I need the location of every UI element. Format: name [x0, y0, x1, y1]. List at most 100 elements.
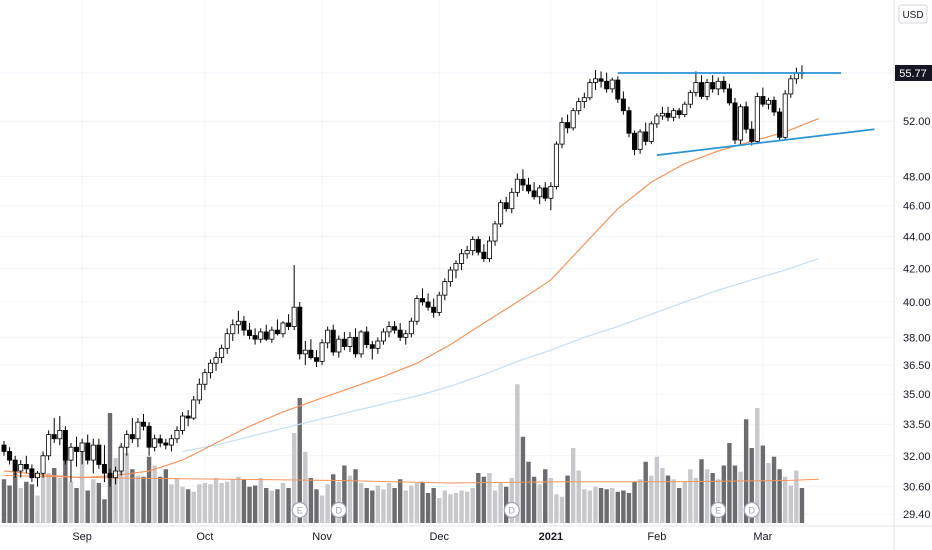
candle-body[interactable]: [542, 187, 548, 199]
candle-body[interactable]: [637, 131, 643, 151]
candle-body[interactable]: [425, 301, 431, 308]
candle-body[interactable]: [576, 101, 582, 112]
candle-body[interactable]: [219, 347, 225, 358]
candle-body[interactable]: [760, 96, 766, 105]
candle-body[interactable]: [726, 88, 732, 104]
candle-body[interactable]: [581, 97, 587, 103]
time-axis[interactable]: Sep Oct Nov Dec 2021 Feb Mar: [72, 531, 772, 543]
candle-body[interactable]: [721, 80, 727, 90]
candle-body[interactable]: [732, 102, 738, 141]
candle-body[interactable]: [107, 472, 113, 479]
candle-body[interactable]: [191, 399, 197, 419]
candle-body[interactable]: [330, 329, 336, 353]
candle-body[interactable]: [704, 82, 710, 97]
candle-body[interactable]: [46, 434, 52, 457]
candlesticks[interactable]: [1, 65, 805, 487]
candle-body[interactable]: [196, 383, 202, 401]
candle-body[interactable]: [286, 322, 292, 327]
candle-body[interactable]: [101, 464, 107, 474]
candle-body[interactable]: [224, 333, 230, 349]
candle-body[interactable]: [464, 250, 470, 255]
candle-body[interactable]: [587, 82, 593, 99]
candle-body[interactable]: [353, 336, 359, 355]
candle-body[interactable]: [1, 444, 7, 452]
candle-body[interactable]: [291, 306, 297, 327]
price-axis[interactable]: 29.40 30.60 32.00 33.50 35.00 36.50 38.00 40.00…: [903, 116, 931, 521]
candle-body[interactable]: [341, 338, 347, 347]
candle-body[interactable]: [526, 184, 532, 192]
candle-body[interactable]: [180, 415, 186, 431]
candle-body[interactable]: [185, 415, 191, 419]
candle-body[interactable]: [157, 438, 163, 444]
candle-body[interactable]: [364, 331, 370, 346]
candle-body[interactable]: [274, 329, 280, 335]
candle-body[interactable]: [643, 131, 649, 142]
candle-body[interactable]: [436, 294, 442, 313]
candle-body[interactable]: [442, 281, 448, 296]
candle-body[interactable]: [269, 329, 275, 340]
candle-body[interactable]: [765, 99, 771, 105]
candle-body[interactable]: [710, 82, 716, 90]
earnings-marker[interactable]: E: [291, 501, 308, 519]
candle-body[interactable]: [7, 451, 13, 461]
candle-body[interactable]: [403, 333, 409, 338]
candle-body[interactable]: [592, 78, 598, 83]
candle-body[interactable]: [693, 82, 699, 94]
candle-body[interactable]: [308, 349, 314, 358]
candle-body[interactable]: [648, 123, 654, 142]
candle-body[interactable]: [520, 178, 526, 186]
candle-body[interactable]: [738, 106, 744, 141]
candle-body[interactable]: [676, 110, 682, 116]
candle-body[interactable]: [302, 349, 308, 355]
candle-body[interactable]: [386, 326, 392, 333]
candle-body[interactable]: [531, 190, 537, 198]
dividend-marker[interactable]: D: [330, 501, 347, 519]
candle-body[interactable]: [40, 455, 46, 474]
candle-body[interactable]: [771, 99, 777, 113]
candle-body[interactable]: [241, 320, 247, 331]
candle-body[interactable]: [207, 362, 213, 374]
candle-body[interactable]: [79, 442, 85, 452]
candle-body[interactable]: [671, 110, 677, 118]
candle-body[interactable]: [392, 326, 398, 331]
candle-body[interactable]: [113, 470, 119, 479]
candle-body[interactable]: [620, 98, 626, 112]
candle-body[interactable]: [609, 79, 615, 90]
candle-body[interactable]: [258, 331, 264, 340]
candle-body[interactable]: [23, 464, 29, 470]
candle-body[interactable]: [397, 329, 403, 338]
candle-body[interactable]: [12, 459, 18, 472]
candle-body[interactable]: [140, 421, 146, 427]
candle-body[interactable]: [492, 223, 498, 242]
candle-body[interactable]: [431, 306, 437, 313]
candle-body[interactable]: [453, 263, 459, 271]
candle-body[interactable]: [498, 202, 504, 225]
candle-body[interactable]: [408, 320, 414, 335]
candle-body[interactable]: [297, 306, 303, 355]
candle-body[interactable]: [654, 115, 660, 125]
candle-body[interactable]: [615, 79, 621, 100]
candle-body[interactable]: [313, 357, 319, 362]
earnings-marker[interactable]: E: [710, 501, 727, 519]
candle-body[interactable]: [459, 253, 465, 264]
candle-body[interactable]: [447, 269, 453, 283]
candle-body[interactable]: [414, 298, 420, 322]
candle-body[interactable]: [124, 434, 130, 448]
candle-body[interactable]: [777, 111, 783, 138]
currency-label[interactable]: USD: [898, 4, 928, 24]
candle-body[interactable]: [358, 331, 364, 355]
dividend-marker[interactable]: D: [743, 501, 760, 519]
candle-body[interactable]: [604, 80, 610, 90]
candle-body[interactable]: [553, 143, 559, 187]
candle-body[interactable]: [280, 322, 286, 335]
candle-body[interactable]: [202, 372, 208, 385]
candle-body[interactable]: [632, 132, 638, 151]
candle-body[interactable]: [659, 112, 665, 117]
candle-body[interactable]: [85, 442, 91, 461]
candle-body[interactable]: [514, 178, 520, 193]
candle-body[interactable]: [548, 186, 554, 199]
candle-body[interactable]: [509, 191, 515, 210]
candle-body[interactable]: [665, 112, 671, 118]
candle-body[interactable]: [51, 434, 57, 440]
